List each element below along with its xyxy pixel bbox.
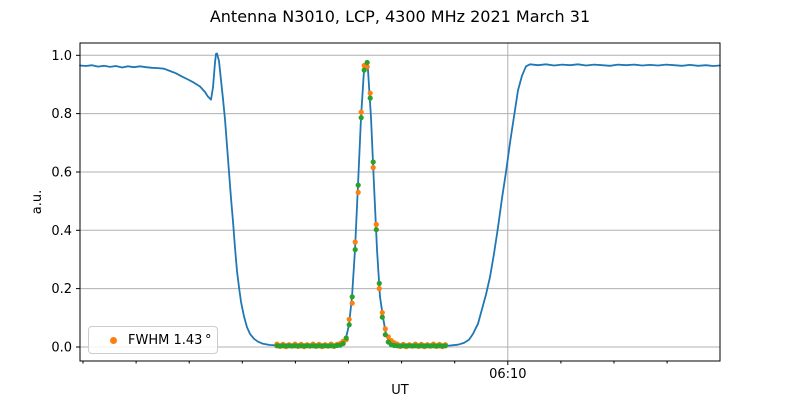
y-tick-label: 0.8 [51,107,72,122]
gaussian-fit-points-marker [355,182,361,188]
measured-points-marker [376,286,382,292]
gaussian-fit-points-marker [343,335,349,341]
measured-points-marker [346,316,352,322]
y-tick-label: 0.2 [51,282,72,297]
gaussian-fit-points-marker [373,227,379,233]
gaussian-fit-points-marker [358,115,364,121]
measured-points-marker [358,109,364,115]
measured-points-marker [352,239,358,245]
axes-frame [79,42,721,362]
y-tick-label: 0.0 [51,341,72,356]
measured-points-marker [382,326,388,332]
legend-marker-dot [110,336,117,344]
gaussian-fit-points-marker [442,343,448,349]
gaussian-fit-points-marker [340,340,346,347]
measured-points-marker [349,300,355,306]
measured-points-marker [370,165,376,171]
chart-title: Antenna N3010, LCP, 4300 MHz 2021 March … [209,7,591,26]
gaussian-fit-points-marker [352,247,358,253]
x-axis-label: UT [391,383,409,398]
gaussian-fit-points-marker [349,294,355,300]
y-tick-label: 1.0 [51,49,72,64]
gaussian-fit-points-marker [370,159,376,165]
measured-points-marker [367,90,373,96]
gaussian-fit-points-marker [361,67,367,73]
y-tick-label: 0.6 [51,166,72,181]
legend-box: FWHM 1.43 ° [88,326,218,354]
legend-label: FWHM 1.43 ° [128,332,212,348]
x-tick-label: 06:10 [489,367,526,382]
gaussian-fit-points-marker [364,59,370,66]
gaussian-fit-points-marker [379,314,385,320]
measured-points-marker [379,310,385,316]
measured-points-marker [373,221,379,228]
gaussian-fit-points-marker [376,280,382,286]
measured-points-marker [355,189,361,195]
drift-scan-response-line [79,52,721,347]
gaussian-fit-points-marker [346,322,352,328]
y-tick-label: 0.4 [51,224,72,239]
gaussian-fit-points-marker [367,95,373,101]
gaussian-fit-points-marker [382,332,388,338]
